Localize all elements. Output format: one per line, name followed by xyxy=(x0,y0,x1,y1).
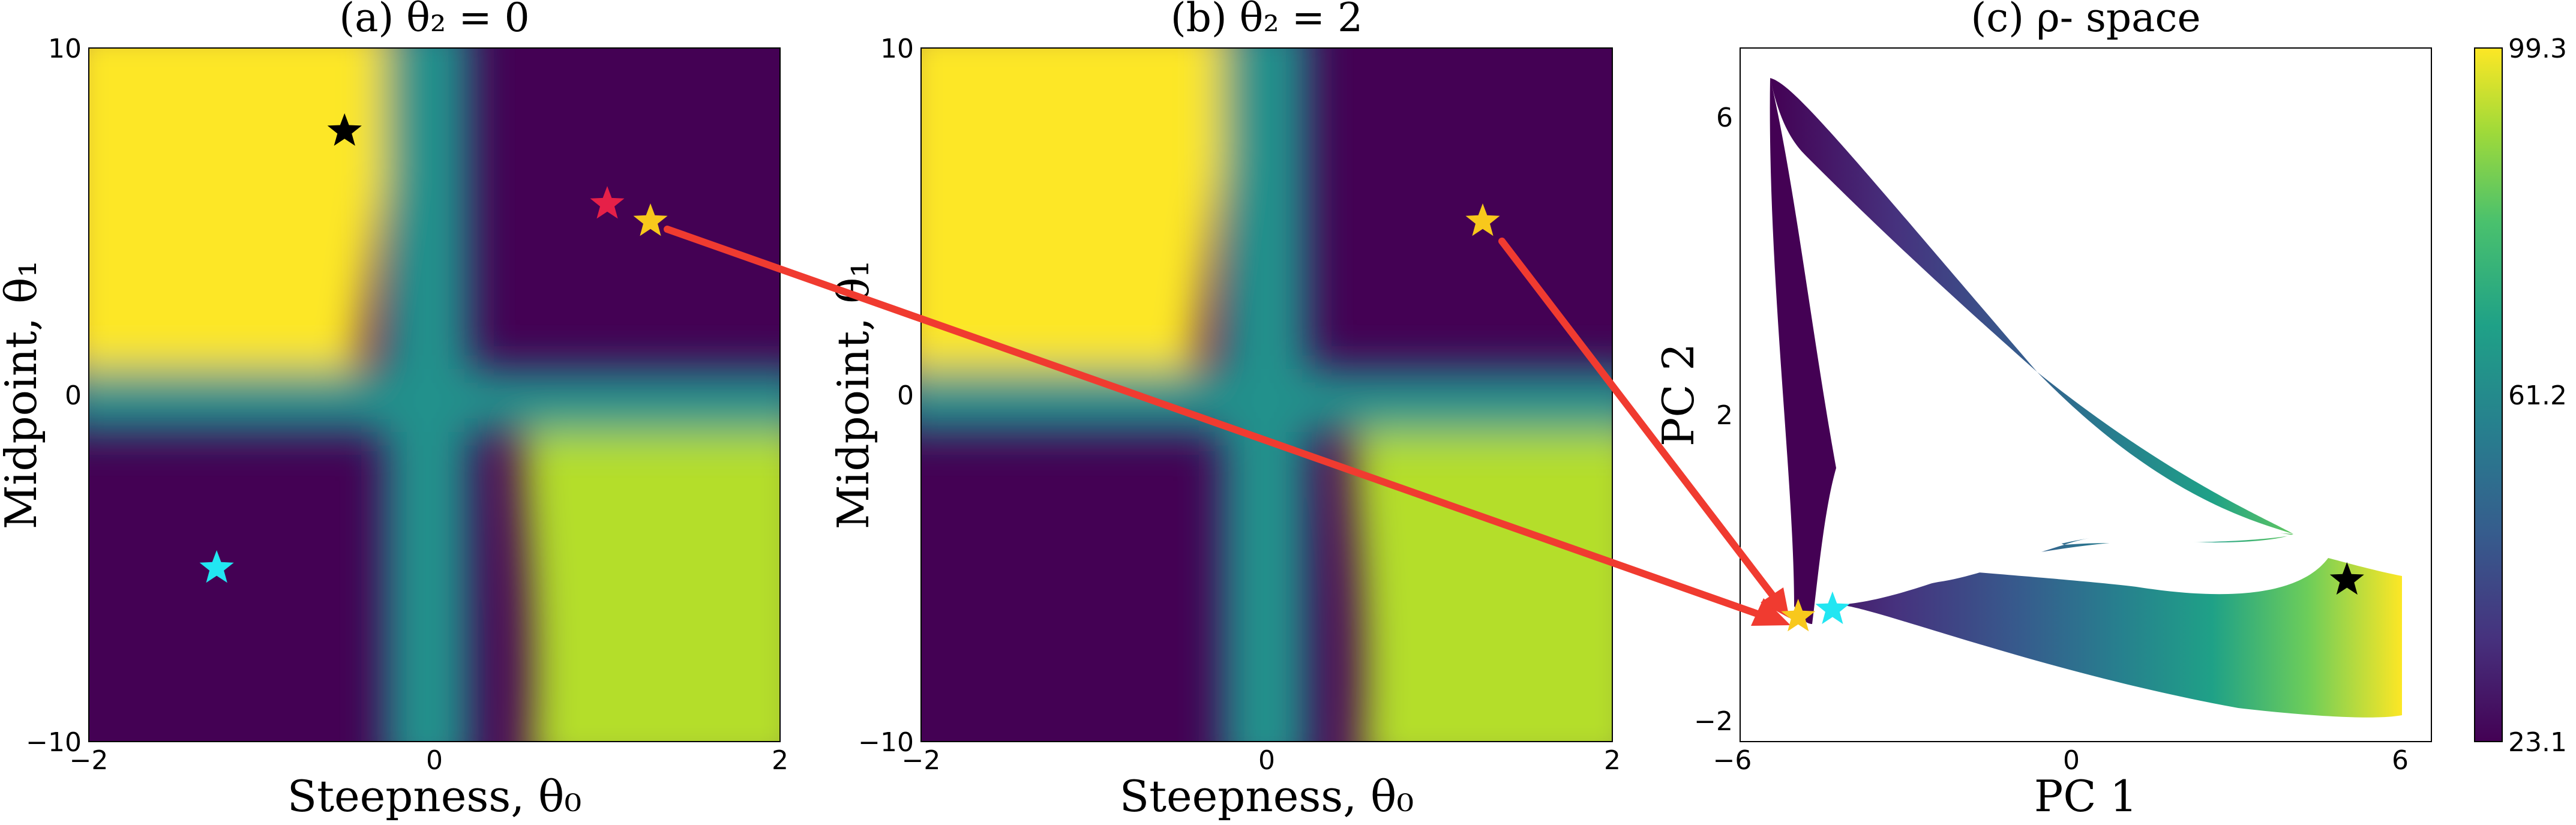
panel-c-xlabel: PC 1 xyxy=(2034,771,2137,821)
star-markers xyxy=(199,113,2364,632)
star-marker-gold xyxy=(1781,599,1816,632)
arrow-head-a xyxy=(1751,598,1791,626)
panel-c-xtick: 6 xyxy=(2392,745,2409,776)
panel-b-xlabel: Steepness, θ₀ xyxy=(1120,771,1414,821)
panel-c-xticks: −6 0 6 xyxy=(1713,745,2409,776)
panel-a-yticks: 10 0 −10 xyxy=(26,34,82,758)
colorbar-gradient xyxy=(2474,47,2503,742)
panel-a-ytick: 10 xyxy=(48,34,82,64)
colorbar-tick-mid: 61.2 xyxy=(2508,380,2567,411)
panel-b-xtick: −2 xyxy=(902,745,941,776)
rho-manifold xyxy=(1770,78,2402,718)
panel-c: (c) ρ- space PC 1 PC 2 −6 0 6 6 2 −2 xyxy=(1653,0,2432,821)
panel-c-ylabel: PC 2 xyxy=(1653,343,1704,446)
panel-a-ytick: 0 xyxy=(65,380,82,411)
arrow-head-b xyxy=(1761,587,1789,618)
colorbar: 99.3 61.2 23.1 xyxy=(2474,34,2567,758)
heatmap-b xyxy=(921,48,1612,742)
panel-b-xtick: 0 xyxy=(1258,745,1275,776)
star-marker-gold xyxy=(1465,203,1500,236)
panel-b-title: (b) θ₂ = 2 xyxy=(1171,0,1363,41)
panel-b-ytick: −10 xyxy=(858,727,914,758)
panel-c-yticks: 6 2 −2 xyxy=(1694,103,1733,737)
panel-c-ytick: −2 xyxy=(1694,706,1733,737)
panel-c-ytick: 2 xyxy=(1716,400,1733,431)
colorbar-tick-max: 99.3 xyxy=(2508,34,2567,64)
arrow-panel-b-to-c xyxy=(1498,238,1780,604)
star-marker-red xyxy=(590,186,625,219)
panel-a-ylabel: Midpoint, θ₁ xyxy=(0,260,46,530)
arrow-panel-a-to-c xyxy=(664,226,1768,620)
panel-b: (b) θ₂ = 2 Steepness, θ₀ Midpoint, θ₁ −2… xyxy=(828,0,1621,821)
panel-b-xticks: −2 0 2 xyxy=(902,745,1621,776)
colorbar-tick-min: 23.1 xyxy=(2508,727,2567,758)
mapping-arrows xyxy=(664,226,1791,626)
star-marker-gold xyxy=(633,203,668,236)
panel-a-xlabel: Steepness, θ₀ xyxy=(287,771,581,821)
star-marker-black xyxy=(2329,562,2364,595)
panel-a-xtick: −2 xyxy=(70,745,109,776)
panel-c-ytick: 6 xyxy=(1716,103,1733,133)
heatmap-a xyxy=(89,48,780,742)
panel-b-ylabel: Midpoint, θ₁ xyxy=(828,260,878,530)
star-marker-cyan xyxy=(199,550,234,583)
panel-c-title: (c) ρ- space xyxy=(1971,0,2200,41)
panel-b-xtick: 2 xyxy=(1604,745,1621,776)
panel-c-xtick: −6 xyxy=(1713,745,1752,776)
panel-a-xticks: −2 0 2 xyxy=(70,745,788,776)
panel-b-ytick: 10 xyxy=(880,34,914,64)
panel-a-xtick: 2 xyxy=(772,745,788,776)
panel-a-xtick: 0 xyxy=(426,745,443,776)
panel-b-yticks: 10 0 −10 xyxy=(858,34,914,758)
panel-a-ytick: −10 xyxy=(26,727,82,758)
star-marker-cyan xyxy=(1815,591,1850,625)
panel-a-title: (a) θ₂ = 0 xyxy=(339,0,529,41)
panel-b-ytick: 0 xyxy=(897,380,914,411)
star-marker-black xyxy=(327,113,362,146)
panel-c-xtick: 0 xyxy=(2063,745,2080,776)
panel-a: (a) θ₂ = 0 Steepness, θ₀ Midpoint, θ₁ −2… xyxy=(0,0,788,821)
